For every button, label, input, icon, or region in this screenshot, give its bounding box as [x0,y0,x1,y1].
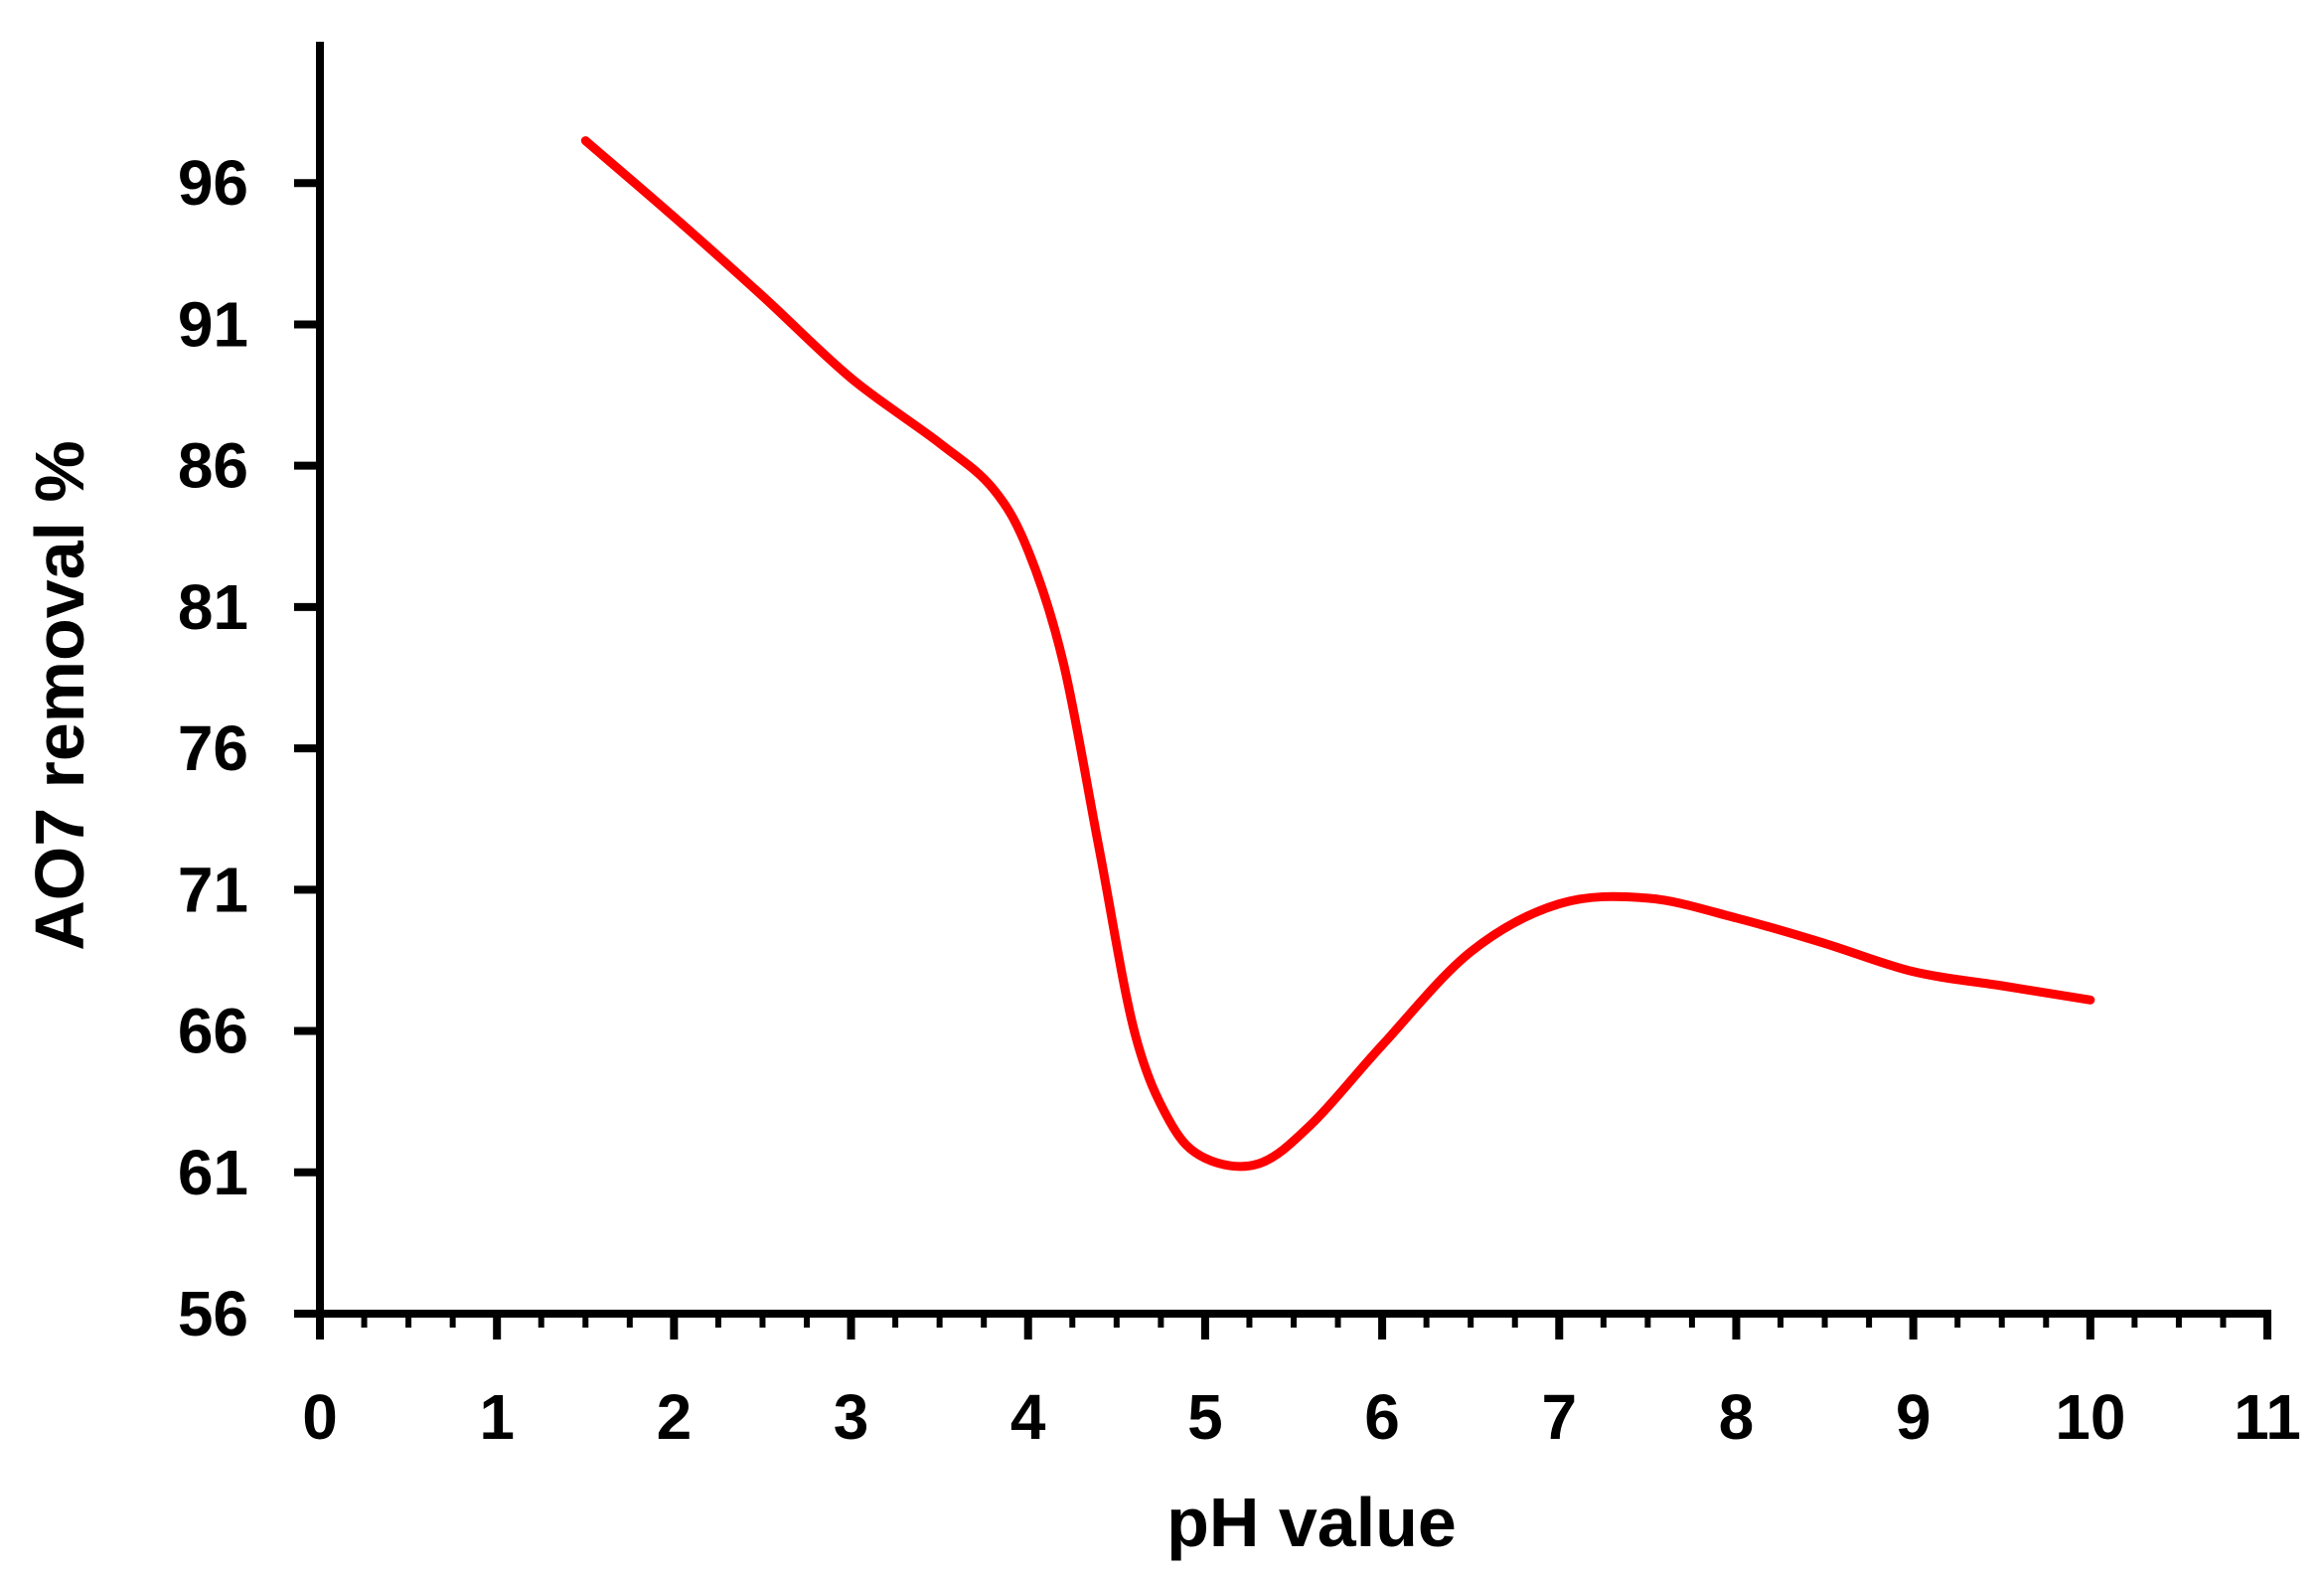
x-tick-label-4: 4 [1010,1381,1046,1453]
y-tick-label-91: 91 [178,288,248,360]
x-tick-label-6: 6 [1364,1381,1400,1453]
x-tick-label-10: 10 [2055,1381,2125,1453]
x-tick-labels: 0 1 2 3 4 5 6 7 8 9 10 11 [302,1381,2301,1453]
y-tick-label-81: 81 [178,571,248,643]
x-tick-label-7: 7 [1541,1381,1577,1453]
x-tick-label-9: 9 [1896,1381,1932,1453]
x-tick-label-2: 2 [657,1381,693,1453]
y-axis-title: AO7 removal % [21,440,98,951]
y-tick-label-96: 96 [178,147,248,219]
y-tick-label-71: 71 [178,854,248,925]
x-tick-label-1: 1 [479,1381,515,1453]
x-tick-label-5: 5 [1187,1381,1223,1453]
x-tick-label-3: 3 [834,1381,869,1453]
y-tick-label-61: 61 [178,1137,248,1208]
axis-ticks [294,179,2271,1340]
x-tick-label-8: 8 [1719,1381,1755,1453]
y-tick-labels: 56 61 66 71 76 81 86 91 96 [178,147,248,1349]
y-tick-label-56: 56 [178,1278,248,1349]
series-line [580,136,2095,1172]
x-tick-label-0: 0 [302,1381,338,1453]
x-axis-title: pH value [1166,1484,1457,1561]
y-tick-label-76: 76 [178,712,248,784]
y-tick-label-86: 86 [178,430,248,502]
x-tick-label-11: 11 [2234,1381,2301,1453]
y-tick-label-66: 66 [178,996,248,1067]
